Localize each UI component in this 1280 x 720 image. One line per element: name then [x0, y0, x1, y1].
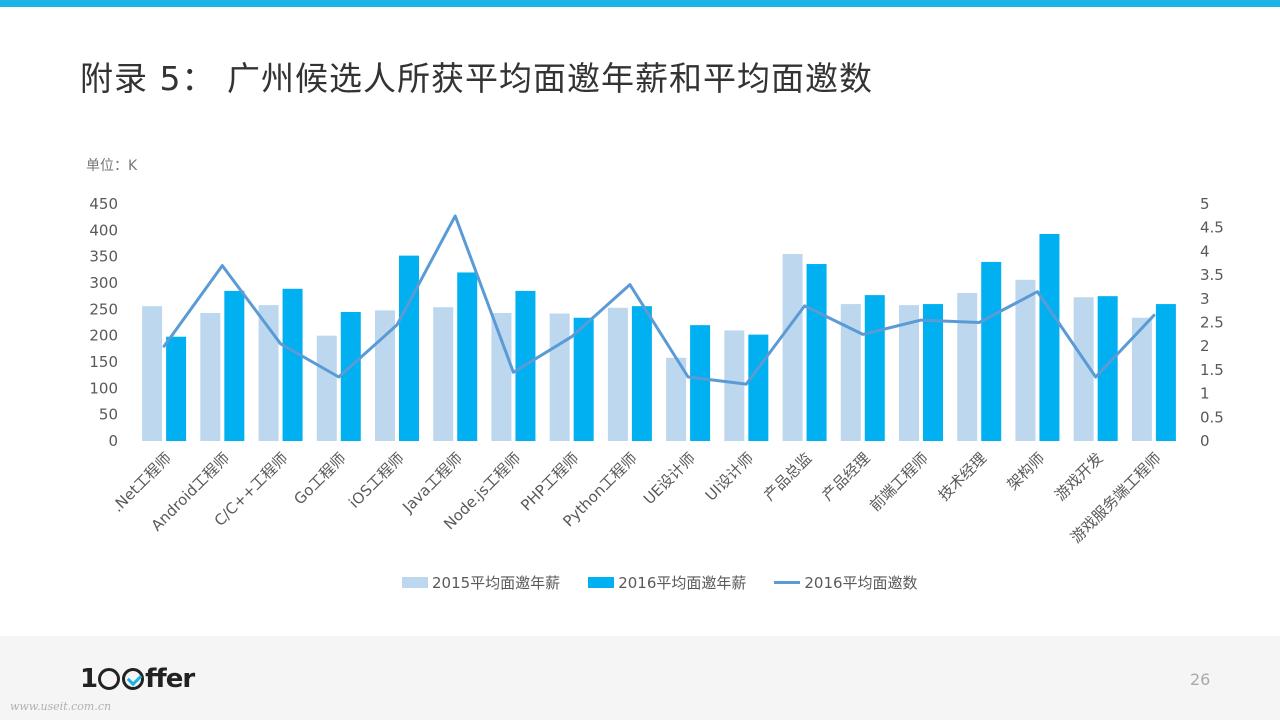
check-circle-icon [122, 668, 145, 690]
logo-text-post: ffer [145, 664, 195, 694]
y-right-tick-label: 3.5 [1200, 266, 1224, 284]
watermark: www.useit.com.cn [10, 700, 112, 713]
y-left-tick-label: 300 [89, 274, 118, 292]
bar-2015 [200, 313, 221, 441]
legend-item-invites: 2016平均面邀数 [774, 572, 918, 593]
bar-2016 [1155, 304, 1176, 441]
y-right-tick-label: 4.5 [1200, 219, 1224, 237]
legend-swatch-2015 [402, 577, 428, 588]
legend-swatch-invites [774, 581, 801, 584]
legend-swatch-2016 [588, 577, 615, 588]
page-number: 26 [1190, 670, 1211, 689]
y-right-tick-label: 3 [1200, 290, 1210, 308]
legend-label-invites: 2016平均面邀数 [804, 574, 918, 592]
bar-2015 [1015, 279, 1036, 441]
x-tick-label: 技术经理 [935, 449, 990, 504]
bar-2015 [782, 254, 803, 441]
bar-2016 [923, 304, 943, 441]
bar-2016 [573, 317, 594, 441]
bar-2015 [957, 293, 978, 441]
bar-2016 [981, 261, 1002, 441]
x-tick-label: UE设计师 [640, 449, 699, 508]
footer-bar [0, 636, 1280, 720]
y-right-tick-label: 2 [1200, 337, 1210, 355]
bar-2015 [1131, 317, 1152, 441]
y-left-tick-label: 200 [89, 327, 118, 345]
bar-2016 [282, 288, 303, 441]
y-left-tick-label: 100 [89, 379, 118, 397]
bar-2015 [433, 307, 454, 441]
logo-ring-icon [98, 668, 121, 690]
bar-2015 [840, 304, 861, 441]
y-right-tick-label: 0.5 [1200, 408, 1224, 426]
chart-area: 0 50 100 150 200 250 300 350 400 450 0 0.5 1 1.5 2 2.5 3… [89, 195, 1224, 547]
y-right-tick-label: 0 [1200, 432, 1210, 450]
bar-2016 [1039, 234, 1060, 441]
y-left-tick-label: 450 [89, 195, 118, 213]
y-left-tick-label: 350 [89, 248, 118, 266]
x-tick-label: 产品经理 [818, 449, 873, 504]
legend-label-2016: 2016平均面邀年薪 [618, 574, 747, 592]
bar-2016 [399, 255, 419, 441]
bar-2016 [1097, 296, 1118, 441]
bar-2016 [340, 311, 361, 441]
bar-2015 [258, 305, 279, 441]
y-right-tick-label: 1 [1200, 385, 1210, 403]
bar-2015 [899, 305, 919, 441]
slide-title: 附录 5： 广州候选人所获平均面邀年薪和平均面邀数 [80, 59, 873, 98]
bar-2015 [1073, 297, 1094, 441]
bar-2016 [224, 290, 245, 441]
top-accent-bar [0, 0, 1280, 7]
x-tick-label: 游戏开发 [1051, 449, 1106, 504]
y-left-tick-label: 0 [108, 432, 118, 450]
y-left-tick-label: 50 [99, 406, 118, 424]
x-tick-label: iOS工程师 [345, 449, 408, 512]
legend-label-2015: 2015平均面邀年薪 [432, 574, 561, 592]
bar-2015 [375, 310, 395, 441]
bar-2016 [748, 334, 769, 441]
x-tick-label: Go工程师 [290, 449, 349, 508]
bar-2015 [724, 330, 745, 441]
bar-2015 [666, 357, 687, 441]
y-right-tick-label: 1.5 [1200, 361, 1224, 379]
bar-2015 [491, 313, 512, 441]
bar-2016 [690, 325, 711, 441]
bar-2016 [864, 295, 885, 441]
legend-item-2016: 2016平均面邀年薪 [588, 572, 746, 593]
x-tick-label: 架构师 [1004, 449, 1049, 494]
unit-label: 单位：K [86, 158, 138, 174]
bar-2016 [166, 336, 187, 441]
x-tick-label: 前端工程师 [866, 449, 932, 515]
bar-2015 [142, 306, 163, 441]
logo-text-pre: 1 [80, 664, 98, 694]
y-right-tick-label: 5 [1200, 195, 1210, 213]
legend-item-2015: 2015平均面邀年薪 [402, 572, 560, 593]
x-tick-label: UI设计师 [702, 449, 757, 504]
bar-2016 [806, 264, 827, 441]
bar-2015 [316, 335, 337, 441]
chart-legend: 2015平均面邀年薪 2016平均面邀年薪 2016平均面邀数 [402, 572, 946, 593]
bar-2015 [549, 313, 570, 441]
bar-2016 [631, 306, 652, 441]
y-right-tick-label: 4 [1200, 242, 1210, 260]
line-2016-invites [162, 214, 1156, 386]
bar-2016 [457, 272, 478, 441]
y-right-tick-label: 2.5 [1200, 314, 1224, 332]
x-tick-label: 产品总监 [760, 449, 815, 504]
bar-2015 [607, 307, 628, 441]
y-left-tick-label: 250 [89, 300, 118, 318]
brand-logo: 1 ffer [80, 664, 195, 694]
y-left-tick-label: 400 [89, 221, 118, 239]
y-left-tick-label: 150 [89, 353, 118, 371]
